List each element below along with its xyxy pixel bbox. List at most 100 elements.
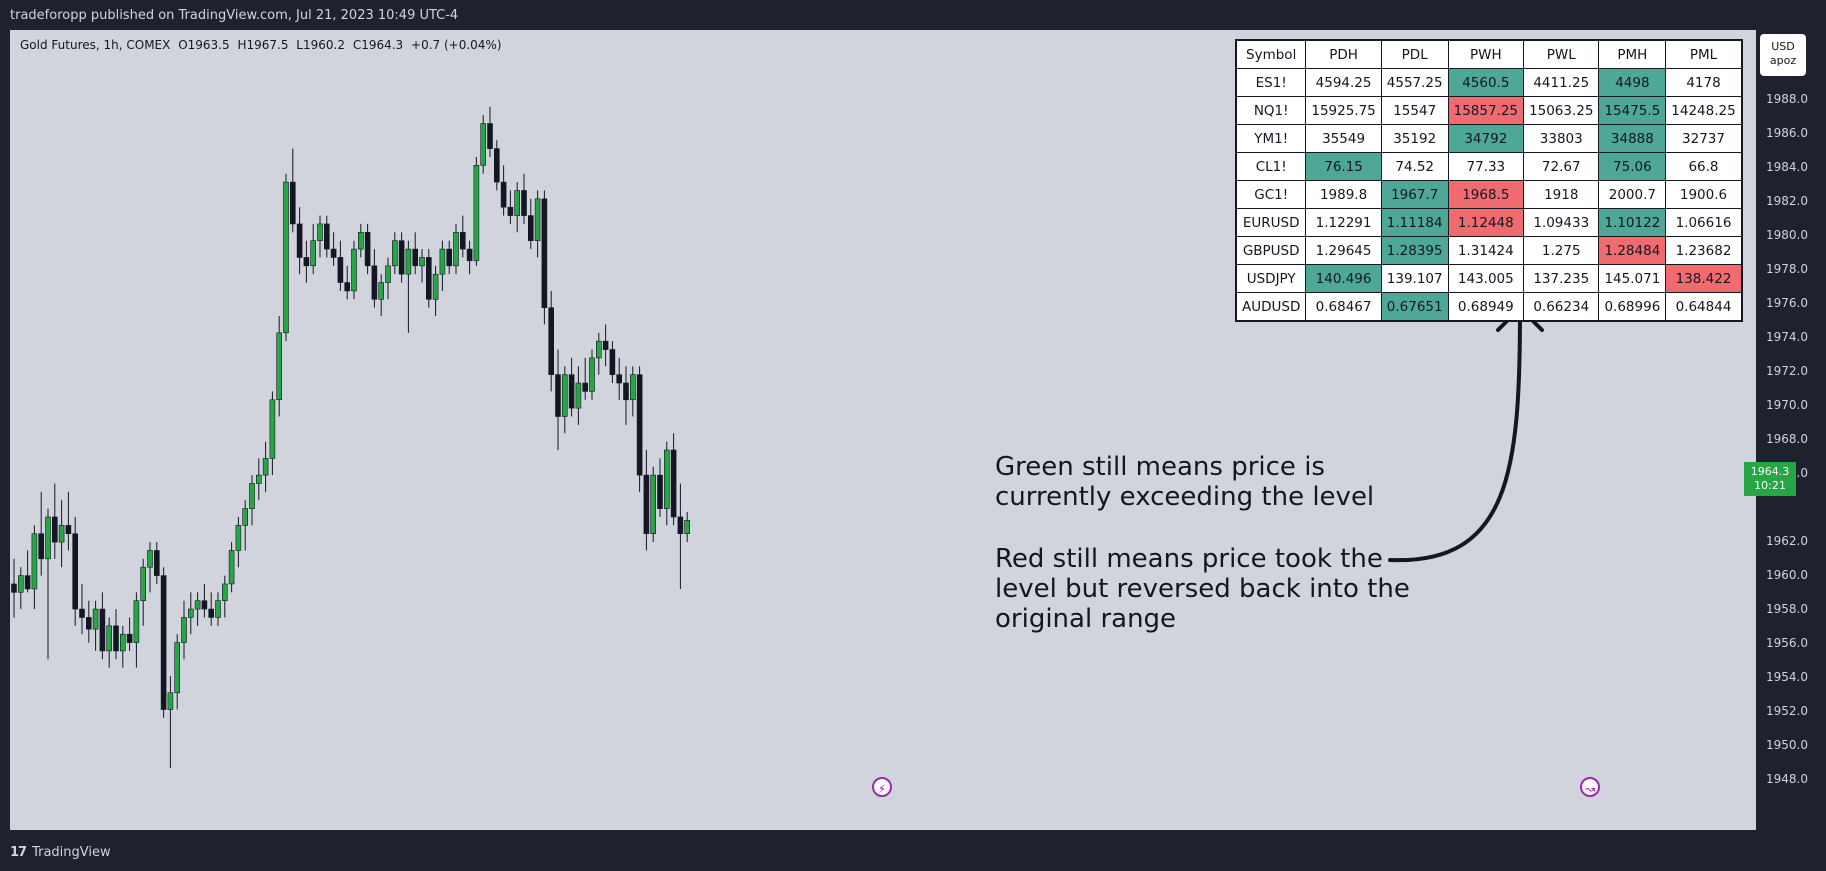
table-header-row: Symbol PDH PDL PWH PWL PMH PML — [1235, 39, 1743, 69]
candle-body — [79, 608, 85, 618]
candle-body — [575, 382, 582, 409]
ohlc-close: C1964.3 — [352, 38, 404, 52]
price-tick-label: 1970.0 — [1766, 398, 1808, 412]
candle-body — [534, 198, 541, 241]
levels-table: Symbol PDH PDL PWH PWL PMH PML ES1! 4594.25 4557… — [1235, 39, 1743, 322]
chart-panel[interactable]: Gold Futures, 1h, COMEX O1963.5 H1967.5 … — [10, 30, 1756, 830]
candlestick-chart[interactable] — [10, 30, 1756, 830]
candle-body — [106, 625, 112, 652]
candle-body — [391, 240, 398, 267]
level-cell-pdl: 0.67651 — [1380, 292, 1449, 322]
price-tick-label: 1948.0 — [1766, 772, 1808, 786]
level-cell-pwl: 1.275 — [1523, 236, 1600, 265]
price-tick-label: 1986.0 — [1766, 126, 1808, 140]
price-tick-label: 1958.0 — [1766, 602, 1808, 616]
ohlc-open: O1963.5 — [178, 38, 230, 52]
candle-body — [507, 206, 514, 216]
price-tick-label: 1976.0 — [1766, 296, 1808, 310]
level-cell-pwl: 1918 — [1523, 180, 1600, 209]
level-cell-pwh: 0.68949 — [1447, 292, 1525, 322]
curved-arrow-icon — [1388, 308, 1522, 563]
level-cell-pmh: 0.68996 — [1598, 292, 1667, 322]
candle-body — [405, 248, 412, 275]
level-cell-pdh: 76.15 — [1305, 152, 1382, 181]
level-cell-pwl: 137.235 — [1523, 264, 1600, 293]
table-row: GC1! 1989.8 1967.7 1968.5 1918 2000.7 1900.6 — [1235, 180, 1743, 209]
candle-body — [643, 474, 650, 535]
candle-body — [249, 483, 255, 509]
level-cell-pdh: 15925.75 — [1305, 96, 1382, 125]
table-header-pwl: PWL — [1523, 39, 1600, 69]
candle-body — [222, 583, 228, 601]
level-cell-pml: 1900.6 — [1665, 180, 1743, 209]
candle-body — [364, 232, 371, 267]
candle-body — [18, 575, 24, 593]
level-cell-pmh: 15475.5 — [1598, 96, 1667, 125]
last-price-label: 1964.3 10:21 — [1744, 462, 1796, 496]
candle-body — [92, 608, 99, 630]
candle-body — [337, 257, 344, 283]
candle-body — [487, 123, 493, 149]
candle-body — [323, 223, 330, 250]
price-tick-label: 1978.0 — [1766, 262, 1808, 276]
currency-unit-box[interactable]: USD apoz — [1760, 34, 1806, 76]
candle-body — [99, 608, 106, 652]
price-tick-label: 1952.0 — [1766, 704, 1808, 718]
level-cell-pdh: 1.29645 — [1305, 236, 1382, 265]
candle-body — [541, 198, 548, 308]
candle-body — [276, 332, 283, 401]
level-cell-pdh: 1989.8 — [1305, 180, 1382, 209]
candle-body — [86, 617, 92, 630]
candle-body — [514, 190, 521, 216]
candle-body — [235, 525, 242, 551]
level-cell-pwh: 143.005 — [1447, 264, 1525, 293]
level-cell-pdl: 15547 — [1380, 96, 1449, 125]
ohlc-low: L1960.2 — [296, 38, 345, 52]
economic-event-icon[interactable]: ↝ — [1580, 777, 1600, 797]
level-cell-pdl: 4557.25 — [1380, 68, 1449, 97]
candle-body — [133, 600, 140, 643]
candle-body — [555, 374, 561, 417]
candle-body — [629, 374, 636, 401]
symbol-cell: YM1! — [1235, 124, 1307, 153]
level-cell-pwl: 4411.25 — [1523, 68, 1600, 97]
candle-body — [371, 265, 378, 300]
candle-body — [167, 692, 174, 710]
level-cell-pwl: 0.66234 — [1523, 292, 1600, 322]
level-cell-pwh: 77.33 — [1447, 152, 1525, 181]
candle-body — [480, 123, 487, 166]
tradingview-brand[interactable]: 17 TradingView — [10, 845, 111, 860]
candle-body — [147, 550, 153, 568]
table-header-pdl: PDL — [1380, 39, 1449, 69]
symbol-name[interactable]: Gold Futures, 1h, COMEX — [20, 38, 171, 52]
table-row: YM1! 35549 35192 34792 33803 34888 32737 — [1235, 124, 1743, 153]
unit-label: apoz — [1769, 54, 1797, 67]
candle-body — [154, 550, 160, 576]
annotation-red-note: Red still means price took the level but… — [995, 544, 1410, 634]
level-cell-pmh: 34888 — [1598, 124, 1667, 153]
ohlc-high: H1967.5 — [237, 38, 289, 52]
level-cell-pdl: 1.28395 — [1380, 236, 1449, 265]
candle-body — [72, 533, 79, 610]
symbol-cell: AUDUSD — [1235, 292, 1307, 322]
publisher-header: tradeforopp published on TradingView.com… — [10, 8, 459, 23]
table-row: CL1! 76.15 74.52 77.33 72.67 75.06 66.8 — [1235, 152, 1743, 181]
candle-body — [425, 257, 432, 300]
level-cell-pml: 4178 — [1665, 68, 1743, 97]
symbol-info: Gold Futures, 1h, COMEX O1963.5 H1967.5 … — [20, 38, 506, 52]
candle-body — [296, 223, 303, 258]
price-tick-label: 1956.0 — [1766, 636, 1808, 650]
symbol-cell: USDJPY — [1235, 264, 1307, 293]
candle-body — [140, 566, 146, 601]
level-cell-pwh: 1.31424 — [1447, 236, 1525, 265]
candle-body — [446, 248, 453, 267]
candle-body — [317, 223, 323, 241]
candle-body — [432, 273, 439, 300]
candle-body — [493, 148, 500, 183]
candle-body — [188, 608, 194, 618]
lightning-event-icon[interactable]: ⚡ — [872, 777, 892, 797]
currency-label: USD — [1771, 40, 1795, 53]
candle-body — [256, 474, 262, 484]
candle-body — [113, 625, 119, 652]
candle-body — [412, 248, 419, 267]
